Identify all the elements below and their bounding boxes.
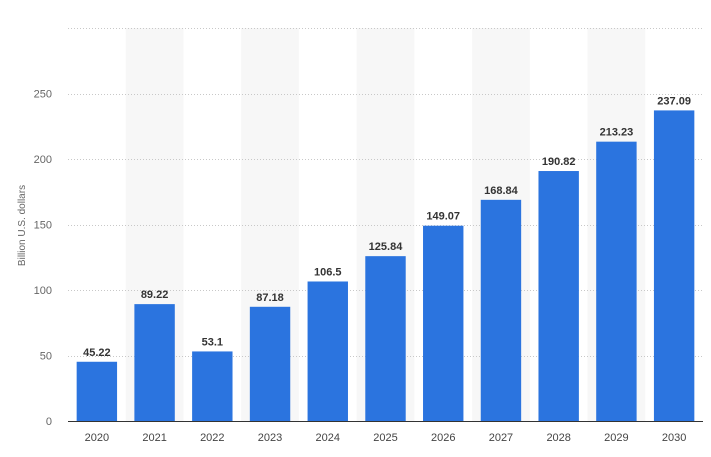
bar bbox=[423, 225, 464, 421]
y-tick-label: 50 bbox=[40, 351, 52, 363]
bar bbox=[76, 361, 118, 421]
data-label: 190.82 bbox=[542, 156, 576, 168]
x-tick-label: 2027 bbox=[489, 432, 513, 444]
x-tick-label: 2029 bbox=[604, 432, 628, 444]
x-tick-label: 2021 bbox=[142, 432, 166, 444]
y-axis-title: Billion U.S. dollars bbox=[17, 185, 28, 266]
y-tick-label: 150 bbox=[34, 220, 52, 232]
bar bbox=[134, 304, 175, 421]
y-tick-label: 200 bbox=[34, 154, 52, 166]
data-label: 168.84 bbox=[484, 185, 519, 197]
data-labels: 45.22 89.22 53.1 87.18 106.5 125.84 149.07 168.… bbox=[83, 95, 691, 358]
x-tick-label: 2020 bbox=[85, 432, 109, 444]
data-label: 125.84 bbox=[369, 241, 404, 253]
x-tick-label: 2025 bbox=[373, 432, 397, 444]
x-tick-label: 2023 bbox=[258, 432, 282, 444]
bar bbox=[307, 281, 348, 421]
x-tick-label: 2028 bbox=[546, 432, 570, 444]
data-label: 237.09 bbox=[657, 95, 691, 107]
x-axis-ticks: 2020 2021 2022 2023 2024 2025 2026 2027 2028 2029… bbox=[85, 432, 687, 444]
x-tick-label: 2024 bbox=[316, 432, 340, 444]
data-label: 87.18 bbox=[256, 292, 284, 304]
data-label: 45.22 bbox=[83, 347, 111, 359]
x-tick-label: 2030 bbox=[662, 432, 686, 444]
x-tick-label: 2022 bbox=[200, 432, 224, 444]
bars bbox=[76, 110, 695, 421]
bar bbox=[596, 141, 637, 421]
data-label: 106.5 bbox=[314, 266, 342, 278]
data-label: 53.1 bbox=[202, 336, 223, 348]
data-label: 89.22 bbox=[141, 289, 169, 301]
data-label: 149.07 bbox=[426, 211, 460, 223]
bar bbox=[653, 110, 695, 421]
x-tick-label: 2026 bbox=[431, 432, 455, 444]
bar bbox=[192, 351, 233, 421]
y-tick-label: 100 bbox=[34, 285, 52, 297]
bar bbox=[480, 199, 522, 421]
data-label: 213.23 bbox=[600, 127, 634, 139]
bar bbox=[365, 256, 406, 421]
y-axis-ticks: 0 50 100 150 200 250 bbox=[34, 89, 52, 429]
bar bbox=[249, 306, 291, 421]
y-tick-label: 0 bbox=[46, 416, 52, 428]
y-tick-label: 250 bbox=[34, 89, 52, 101]
bar bbox=[538, 171, 579, 421]
